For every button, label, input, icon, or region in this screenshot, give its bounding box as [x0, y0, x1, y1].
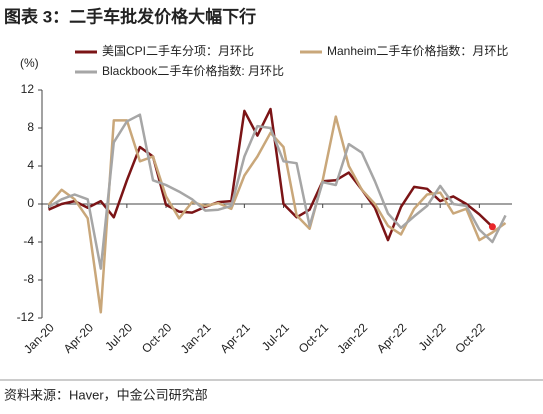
x-tick-label: Jan-21 — [178, 320, 214, 356]
chart-title: 图表 3：二手车批发价格大幅下行 — [4, 6, 256, 26]
x-tick-label: Oct-22 — [452, 320, 488, 356]
y-tick-label: 8 — [27, 120, 34, 134]
y-tick-label: 0 — [27, 196, 34, 210]
legend-label: Manheim二手车价格指数：月环比 — [327, 43, 508, 58]
x-tick-label: Oct-21 — [296, 320, 332, 356]
series-line — [47, 113, 507, 270]
y-tick-label: -4 — [23, 234, 34, 248]
x-tick-label: Jan-22 — [334, 320, 370, 356]
legend-label: 美国CPI二手车分项：月环比 — [102, 43, 254, 58]
x-tick-label: Oct-20 — [139, 320, 175, 356]
y-tick-label: -8 — [23, 272, 34, 286]
legend-label: Blackbook二手车价格指数: 月环比 — [102, 63, 284, 78]
x-tick-label: Apr-22 — [374, 320, 410, 356]
x-tick-label: Jul-22 — [416, 320, 449, 353]
x-tick-label: Apr-21 — [217, 320, 253, 356]
highlight-point — [488, 223, 496, 231]
source: 资料来源：Haver，中金公司研究部 — [4, 387, 208, 402]
series-line — [48, 107, 494, 242]
y-tick-label: -12 — [17, 310, 35, 324]
x-tick-label: Apr-20 — [61, 320, 97, 356]
series-line — [47, 115, 507, 314]
x-tick-label: Jan-20 — [21, 320, 57, 356]
x-tick-label: Jul-20 — [102, 320, 135, 353]
y-axis-label: (%) — [20, 56, 39, 70]
x-tick-label: Jul-21 — [259, 320, 292, 353]
y-tick-label: 4 — [27, 158, 34, 172]
y-tick-label: 12 — [21, 82, 35, 96]
